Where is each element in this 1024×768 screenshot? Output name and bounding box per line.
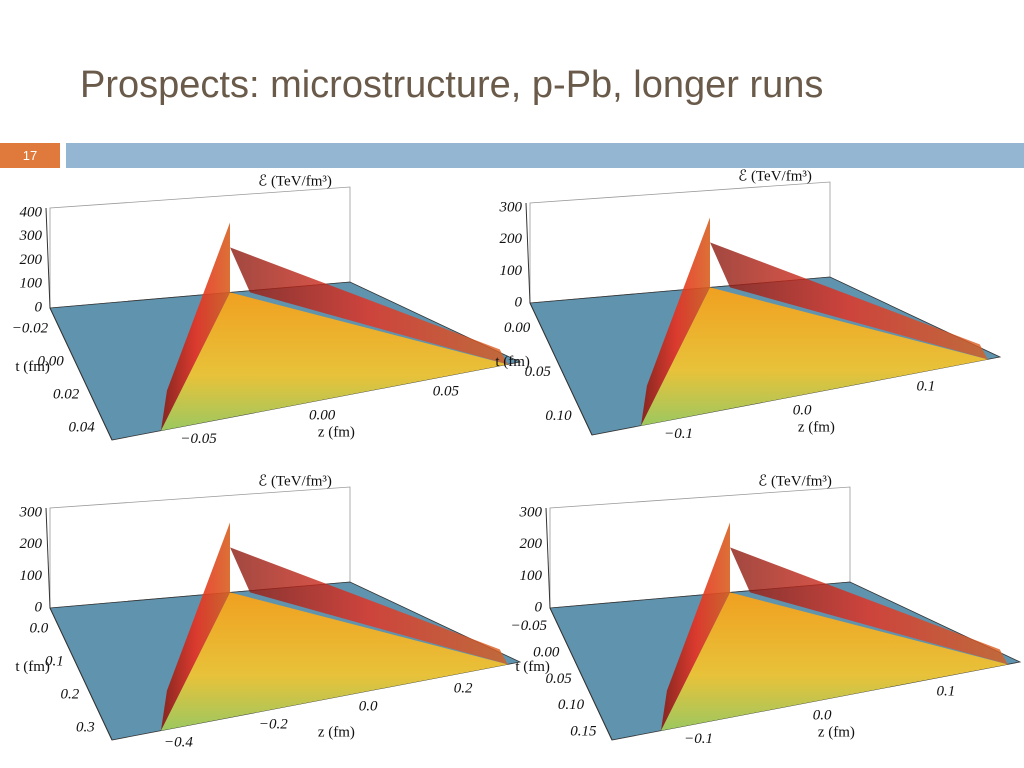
t-tick-label: 0.10 <box>558 697 585 713</box>
z-axis <box>545 507 551 609</box>
x-tick-label: 0.0 <box>813 707 832 723</box>
z-axis-label: ℰ (TeV/fm³) <box>258 473 332 489</box>
x-tick-label: −0.1 <box>684 731 713 747</box>
ridge-left <box>160 222 230 431</box>
x-tick-label: 0.05 <box>433 384 460 400</box>
surface <box>160 292 508 431</box>
surface <box>640 287 988 426</box>
plot: 400 300 200 100 0 −0.02 0.00 0.02 0.04 −0.05 0.00 0… <box>12 173 522 447</box>
ridge-right <box>230 247 508 365</box>
z-tick-label: 200 <box>20 252 43 268</box>
z-axis <box>45 507 51 609</box>
t-tick-label: 0.04 <box>68 420 95 436</box>
plot: 300 200 100 0 0.0 0.1 0.2 0.3 −0.4 −0.2 0.0 0.2 ℰ (T… <box>15 473 522 751</box>
z-tick-label: 200 <box>520 536 543 552</box>
t-axis <box>549 607 613 741</box>
z-axis-label: ℰ (TeV/fm³) <box>738 168 812 184</box>
plot: 300 200 100 0 0.00 0.05 0.10 −0.1 0.0 0.1 ℰ (TeV/f… <box>495 168 1002 442</box>
x-tick-label: −0.2 <box>259 717 288 733</box>
z-axis-label: ℰ (TeV/fm³) <box>758 473 832 489</box>
t-tick-label: 0.05 <box>525 364 552 380</box>
slide-title: Prospects: microstructure, p-Pb, longer … <box>80 64 823 106</box>
z-tick-label: 100 <box>20 276 43 292</box>
x-axis-label: z (fm) <box>318 425 355 441</box>
t-axis <box>49 307 113 441</box>
surface <box>660 592 1008 731</box>
plot: 300 200 100 0 −0.05 0.00 0.05 0.10 0.15 −0.1 0.0 0.… <box>511 473 1022 747</box>
z-tick-label: 300 <box>499 199 523 215</box>
x-tick-label: 0.0 <box>359 698 378 714</box>
ridge-left <box>660 522 730 731</box>
z-tick-label: 200 <box>500 231 523 247</box>
z-tick-label: 300 <box>19 504 43 520</box>
z-tick-label: 100 <box>500 263 523 279</box>
t-axis <box>529 302 593 436</box>
z-tick-label: 0 <box>515 294 523 310</box>
surface <box>160 592 508 731</box>
t-tick-label: 0.02 <box>53 387 80 403</box>
t-tick-label: 0.00 <box>504 320 531 336</box>
t-tick-label: 0.00 <box>533 644 560 660</box>
t-tick-label: 0.1 <box>45 654 64 670</box>
x-tick-label: 0.00 <box>309 407 336 423</box>
ridge-right <box>730 547 1008 665</box>
header-bar <box>66 143 1024 168</box>
x-axis-label: z (fm) <box>798 420 835 436</box>
plots: 4003002001000−0.020.000.020.04−0.050.000… <box>12 168 1022 751</box>
t-tick-label: 0.3 <box>76 720 95 736</box>
x-tick-label: 0.0 <box>793 402 812 418</box>
t-tick-label: 0.10 <box>545 408 572 424</box>
t-tick-label: 0.2 <box>60 687 79 703</box>
z-axis <box>525 202 531 304</box>
t-tick-label: 0.0 <box>29 621 48 637</box>
z-tick-label: 0 <box>35 599 43 615</box>
x-tick-label: 0.1 <box>916 379 935 395</box>
t-tick-label: 0.00 <box>37 354 64 370</box>
z-tick-label: 0 <box>535 599 543 615</box>
ridge-left <box>640 217 710 426</box>
z-tick-label: 100 <box>20 568 43 584</box>
z-axis-label: ℰ (TeV/fm³) <box>258 173 332 189</box>
t-axis <box>49 607 113 741</box>
t-axis-label: t (fm) <box>15 359 50 375</box>
t-axis-label: t (fm) <box>15 659 50 675</box>
ridge-right <box>710 242 988 360</box>
slide-number: 17 <box>23 148 37 163</box>
x-tick-label: 0.1 <box>936 684 955 700</box>
z-axis <box>45 207 51 309</box>
x-tick-label: −0.05 <box>180 431 217 447</box>
t-axis-label: t (fm) <box>495 354 530 370</box>
z-tick-label: 300 <box>519 504 543 520</box>
t-axis-label: t (fm) <box>515 659 550 675</box>
t-tick-label: −0.02 <box>12 321 49 337</box>
x-tick-label: 0.2 <box>454 680 473 696</box>
z-tick-label: 200 <box>20 536 43 552</box>
x-axis-label: z (fm) <box>818 725 855 741</box>
x-tick-label: −0.1 <box>664 426 693 442</box>
x-tick-label: −0.4 <box>164 735 193 751</box>
t-tick-label: 0.05 <box>546 671 573 687</box>
ridge-left <box>160 522 230 731</box>
ridge-right <box>230 547 508 665</box>
z-tick-label: 400 <box>20 204 43 220</box>
x-axis-label: z (fm) <box>318 725 355 741</box>
z-tick-label: 100 <box>520 568 543 584</box>
t-tick-label: −0.05 <box>511 618 548 634</box>
slide-number-box <box>0 143 60 168</box>
t-tick-label: 0.15 <box>570 724 597 740</box>
z-tick-label: 300 <box>19 228 43 244</box>
z-tick-label: 0 <box>35 299 43 315</box>
